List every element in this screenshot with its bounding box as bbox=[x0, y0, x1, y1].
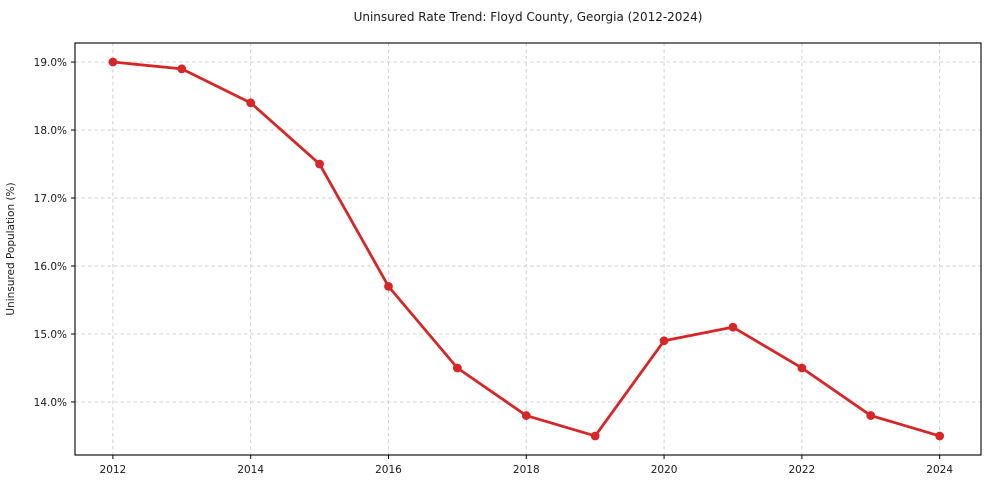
y-tick-label: 17.0% bbox=[34, 193, 67, 205]
y-axis-label: Uninsured Population (%) bbox=[5, 182, 17, 315]
x-tick-label: 2020 bbox=[651, 464, 678, 476]
data-point-marker bbox=[521, 411, 531, 420]
data-point-marker bbox=[797, 363, 807, 373]
axis-ticks bbox=[71, 61, 941, 459]
data-point-marker bbox=[866, 411, 876, 420]
data-point-marker bbox=[935, 431, 945, 441]
y-tick-label: 14.0% bbox=[34, 397, 67, 409]
data-point-marker bbox=[590, 431, 600, 441]
x-tick-label: 2022 bbox=[788, 464, 815, 476]
data-series-line bbox=[108, 57, 945, 441]
y-tick-label: 19.0% bbox=[34, 57, 67, 69]
x-tick-label: 2014 bbox=[237, 464, 264, 476]
x-tick-label: 2018 bbox=[513, 464, 540, 476]
y-tick-label: 16.0% bbox=[34, 261, 67, 273]
x-tick-label: 2012 bbox=[100, 464, 127, 476]
data-point-marker bbox=[246, 98, 256, 108]
y-tick-labels: 14.0% 15.0% 16.0% 17.0% 18.0% 19.0% bbox=[34, 57, 67, 409]
data-point-marker bbox=[659, 336, 669, 346]
data-point-marker bbox=[315, 159, 324, 169]
x-tick-label: 2024 bbox=[926, 464, 953, 476]
x-tick-label: 2016 bbox=[375, 464, 402, 476]
gridlines bbox=[75, 43, 981, 455]
data-point-marker bbox=[728, 322, 738, 332]
data-point-marker bbox=[108, 57, 118, 67]
plot-border bbox=[74, 42, 982, 456]
chart-title: Uninsured Rate Trend: Floyd County, Geor… bbox=[354, 10, 703, 24]
y-tick-label: 18.0% bbox=[34, 125, 67, 137]
y-tick-label: 15.0% bbox=[34, 329, 67, 341]
data-point-marker bbox=[177, 64, 187, 74]
data-point-marker bbox=[384, 281, 393, 291]
trend-line bbox=[111, 60, 942, 438]
x-tick-labels: 2012 2014 2016 2018 2020 2022 2024 bbox=[100, 464, 954, 476]
data-point-marker bbox=[452, 363, 462, 373]
